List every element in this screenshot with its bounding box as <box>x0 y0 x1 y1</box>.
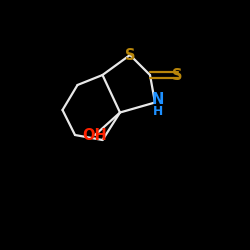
Text: H: H <box>152 105 162 118</box>
Text: S: S <box>172 68 183 82</box>
Text: S: S <box>125 48 135 62</box>
Text: OH: OH <box>82 128 108 142</box>
Text: N: N <box>151 92 164 108</box>
